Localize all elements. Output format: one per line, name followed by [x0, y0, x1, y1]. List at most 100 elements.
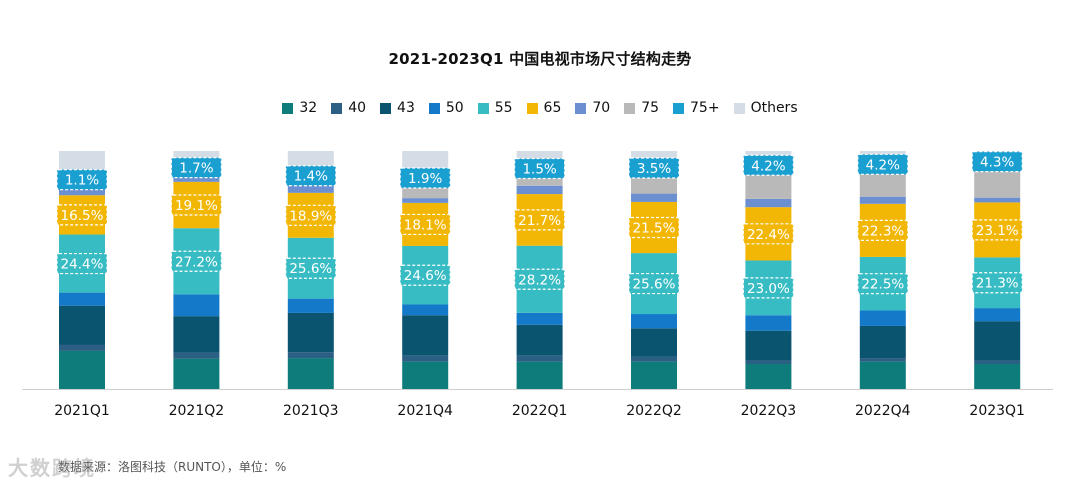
bar-segment-32: [974, 364, 1021, 389]
data-label-box: [170, 157, 222, 179]
data-label-box: [285, 204, 337, 226]
legend-label: 43: [397, 100, 415, 116]
data-label-55: 25.6%: [285, 257, 337, 279]
bar-segment-70: [173, 175, 220, 182]
data-label-text: 4.2%: [866, 157, 900, 173]
data-label-75plus: 4.2%: [742, 154, 795, 176]
bar-segment-43: [59, 305, 105, 345]
data-label-text: 1.1%: [65, 173, 99, 189]
legend-item-40: 40: [331, 100, 366, 116]
data-label-75plus: 1.7%: [170, 157, 222, 179]
data-label-text: 16.5%: [61, 208, 104, 224]
data-label-75plus: 4.2%: [857, 153, 909, 175]
legend-swatch: [526, 102, 538, 114]
legend-label: 32: [299, 100, 318, 116]
legend-label: 70: [592, 100, 611, 116]
legend-item-43: 43: [380, 100, 415, 116]
data-label-text: 22.4%: [747, 227, 790, 243]
legend-swatch: [733, 102, 745, 114]
bar-segment-40: [745, 360, 792, 365]
data-label-text: 1.9%: [408, 171, 442, 187]
legend-label: 40: [348, 100, 367, 116]
data-label-text: 19.1%: [175, 198, 218, 214]
bar-segment-50: [859, 310, 906, 326]
data-label-box: [971, 150, 1023, 173]
data-label-box: [971, 219, 1023, 241]
data-label-box: [742, 154, 795, 176]
data-label-box: [513, 268, 566, 290]
data-label-box: [56, 204, 108, 226]
bar-segment-40: [287, 352, 334, 359]
data-label-55: 21.3%: [971, 272, 1023, 294]
bar-segment-40: [173, 352, 220, 359]
bar-segment-43: [173, 316, 220, 353]
data-label-65: 21.5%: [628, 216, 680, 239]
data-label-box: [628, 272, 680, 295]
legend-swatch: [673, 102, 685, 114]
bar-segment-50: [974, 308, 1021, 322]
data-label-65: 19.1%: [170, 194, 222, 216]
legend-item-55: 55: [477, 100, 513, 116]
watermark-logo: 大数跨境: [8, 456, 96, 480]
bar-segment-43: [287, 312, 334, 353]
bar-segment-32: [859, 361, 906, 389]
data-label-box: [857, 153, 909, 175]
x-tick-label: 2021Q1: [54, 403, 110, 419]
x-tick-label: 2021Q4: [397, 403, 453, 419]
data-label-55: 22.5%: [857, 273, 909, 295]
data-label-65: 16.5%: [56, 204, 108, 226]
data-label-text: 4.3%: [980, 155, 1014, 171]
bar-segment-40: [516, 355, 563, 362]
legend-label: 50: [445, 100, 464, 116]
data-label-box: [971, 272, 1023, 294]
legend-swatch: [331, 102, 343, 114]
data-label-box: [285, 165, 337, 187]
data-label-text: 28.2%: [518, 272, 561, 288]
data-label-55: 24.4%: [56, 252, 108, 275]
data-label-65: 21.7%: [513, 209, 566, 231]
data-label-55: 28.2%: [513, 268, 566, 290]
data-label-text: 27.2%: [175, 254, 218, 270]
data-label-text: 21.7%: [518, 213, 561, 229]
data-label-text: 24.6%: [404, 268, 447, 284]
bar-segment-70: [859, 196, 906, 204]
data-label-text: 21.5%: [633, 221, 676, 237]
source-note: 数据来源：洛图科技（RUNTO），单位：%: [58, 460, 287, 474]
bar-segment-70: [287, 185, 334, 193]
data-label-box: [857, 273, 909, 295]
bar-segment-32: [402, 361, 449, 389]
data-label-text: 23.1%: [976, 223, 1019, 239]
bar-segment-43: [859, 325, 906, 359]
data-label-55: 25.6%: [628, 272, 680, 295]
data-label-box: [628, 216, 680, 239]
legend-swatch: [575, 102, 587, 114]
data-label-box: [56, 252, 108, 275]
legend-label: Others: [750, 100, 798, 116]
bar-segment-40: [402, 355, 449, 362]
chart-title: 2021-2023Q1 中国电视市场尺寸结构走势: [388, 50, 692, 68]
data-label-65: 18.9%: [285, 204, 337, 226]
data-label-box: [742, 223, 795, 245]
legend-label: 75+: [690, 100, 720, 116]
bar-segment-43: [631, 328, 677, 357]
data-label-box: [285, 257, 337, 279]
data-label-box: [857, 219, 909, 241]
data-label-75plus: 1.9%: [399, 167, 451, 189]
data-label-text: 25.6%: [633, 277, 676, 293]
data-label-box: [628, 157, 680, 179]
data-label-text: 18.1%: [404, 217, 447, 233]
data-label-box: [170, 194, 222, 216]
data-label-text: 1.4%: [294, 169, 328, 185]
bar-segment-70: [402, 198, 449, 203]
x-tick-label: 2021Q2: [169, 403, 225, 419]
data-label-75plus: 1.4%: [285, 165, 337, 187]
bar-segment-32: [631, 361, 677, 389]
x-tick-label: 2022Q2: [626, 403, 682, 419]
bar-segment-50: [631, 314, 677, 329]
data-label-text: 1.5%: [522, 161, 556, 177]
data-label-box: [170, 250, 222, 272]
legend-item-75: 75: [624, 100, 659, 116]
data-label-box: [513, 209, 566, 231]
x-tick-label: 2021Q3: [283, 403, 339, 419]
bar-segment-70: [974, 197, 1021, 203]
